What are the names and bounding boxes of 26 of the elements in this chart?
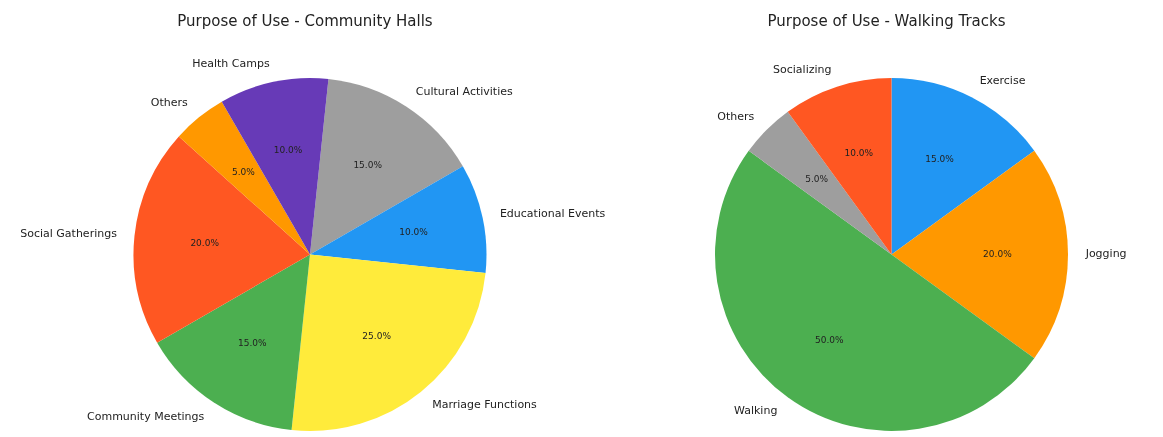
data-label: 5.0% <box>231 166 256 177</box>
slice-label: Marriage Functions <box>432 398 538 412</box>
data-label: 10.0% <box>399 226 429 237</box>
data-label: 15.0% <box>353 160 383 171</box>
chart-title: Purpose of Use - Community Halls <box>177 11 433 30</box>
slice-label: Cultural Activities <box>415 84 513 98</box>
data-label: 20.0% <box>190 237 220 248</box>
chart-title: Purpose of Use - Walking Tracks <box>767 11 1006 30</box>
slice-label: Social Gatherings <box>20 227 118 241</box>
slice-label: Educational Events <box>499 206 606 220</box>
slice-label: Walking <box>734 404 778 418</box>
data-label: 15.0% <box>238 337 268 348</box>
data-label: 10.0% <box>273 145 303 156</box>
data-label: 20.0% <box>983 248 1013 259</box>
slice-label: Health Camps <box>192 57 270 71</box>
slice-label: Community Meetings <box>87 410 205 424</box>
slice-label: Others <box>150 96 189 110</box>
data-label: 50.0% <box>814 334 844 345</box>
data-label: 10.0% <box>844 148 874 159</box>
slice-label: Others <box>717 110 755 124</box>
slice-label: Socializing <box>773 62 832 76</box>
data-label: 15.0% <box>925 154 955 165</box>
data-label: 5.0% <box>805 173 829 184</box>
slice-label: Jogging <box>1084 247 1127 261</box>
data-label: 25.0% <box>362 331 392 342</box>
slice-label: Exercise <box>979 74 1026 88</box>
